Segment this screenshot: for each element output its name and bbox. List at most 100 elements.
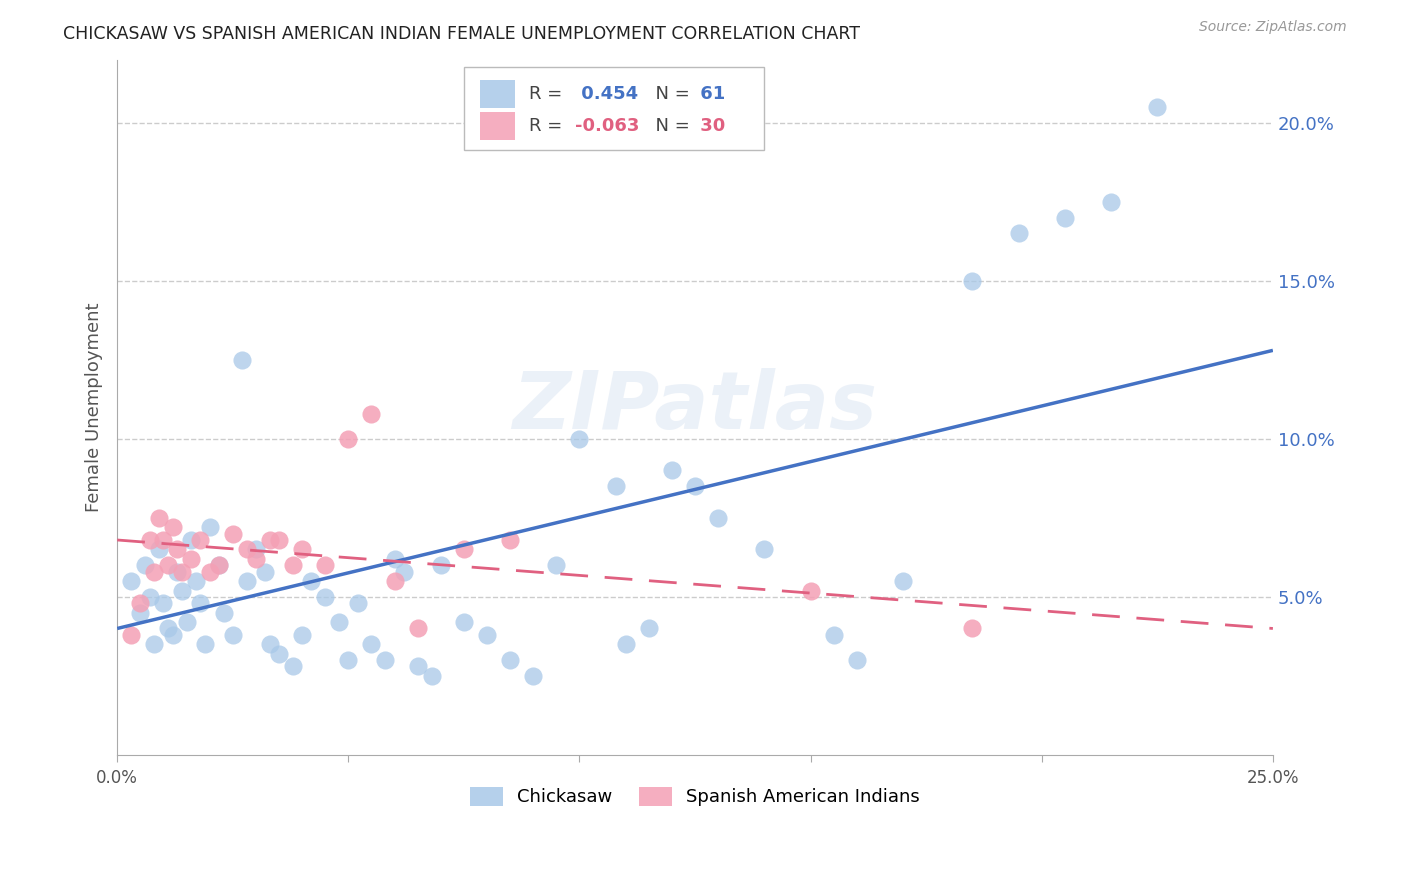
Point — [166, 565, 188, 579]
Point — [267, 533, 290, 547]
Point — [360, 637, 382, 651]
Point — [222, 526, 245, 541]
Point — [235, 542, 257, 557]
Point — [166, 542, 188, 557]
Point — [453, 615, 475, 629]
Point — [637, 622, 659, 636]
Point — [754, 542, 776, 557]
Point — [157, 558, 180, 573]
Point — [176, 615, 198, 629]
Point — [707, 511, 730, 525]
Point — [281, 558, 304, 573]
Point — [208, 558, 231, 573]
Point — [962, 274, 984, 288]
Point — [170, 565, 193, 579]
Point — [475, 628, 498, 642]
Point — [259, 637, 281, 651]
Point — [129, 606, 152, 620]
Point — [245, 552, 267, 566]
Text: -0.063: -0.063 — [575, 118, 640, 136]
Point — [212, 606, 235, 620]
FancyBboxPatch shape — [479, 112, 515, 140]
Point — [499, 533, 522, 547]
FancyBboxPatch shape — [479, 80, 515, 108]
Point — [134, 558, 156, 573]
Text: R =: R = — [529, 118, 568, 136]
Point — [346, 596, 368, 610]
Point — [568, 432, 591, 446]
Point — [281, 659, 304, 673]
Point — [1007, 227, 1029, 241]
Point — [605, 479, 627, 493]
Point — [891, 574, 914, 588]
Point — [384, 574, 406, 588]
Point — [148, 542, 170, 557]
Point — [384, 552, 406, 566]
Point — [162, 520, 184, 534]
Point — [1146, 100, 1168, 114]
Y-axis label: Female Unemployment: Female Unemployment — [86, 302, 103, 512]
Point — [190, 596, 212, 610]
Point — [208, 558, 231, 573]
Point — [138, 533, 160, 547]
Text: N =: N = — [644, 118, 696, 136]
Point — [180, 533, 202, 547]
Point — [392, 565, 415, 579]
Point — [374, 653, 396, 667]
Point — [222, 628, 245, 642]
Point — [453, 542, 475, 557]
Point — [129, 596, 152, 610]
Point — [190, 533, 212, 547]
Point — [800, 583, 823, 598]
Point — [162, 628, 184, 642]
Point — [198, 565, 221, 579]
Text: ZIPatlas: ZIPatlas — [513, 368, 877, 446]
Point — [235, 574, 257, 588]
Point — [406, 622, 429, 636]
Point — [845, 653, 868, 667]
Point — [152, 533, 174, 547]
Point — [259, 533, 281, 547]
Point — [291, 628, 314, 642]
Point — [120, 628, 142, 642]
Point — [823, 628, 845, 642]
Point — [152, 596, 174, 610]
Point — [194, 637, 217, 651]
Point — [254, 565, 277, 579]
Point — [180, 552, 202, 566]
Point — [157, 622, 180, 636]
Point — [614, 637, 637, 651]
Point — [430, 558, 453, 573]
Point — [291, 542, 314, 557]
Point — [546, 558, 568, 573]
Point — [337, 653, 360, 667]
Point — [499, 653, 522, 667]
Text: 30: 30 — [695, 118, 725, 136]
Point — [184, 574, 207, 588]
Text: 0.454: 0.454 — [575, 86, 638, 103]
Point — [198, 520, 221, 534]
Point — [138, 590, 160, 604]
Point — [170, 583, 193, 598]
Point — [328, 615, 350, 629]
Text: R =: R = — [529, 86, 568, 103]
Point — [245, 542, 267, 557]
Point — [406, 659, 429, 673]
Point — [143, 565, 166, 579]
Point — [360, 407, 382, 421]
Point — [420, 669, 443, 683]
Point — [314, 590, 336, 604]
FancyBboxPatch shape — [464, 67, 765, 150]
Point — [299, 574, 322, 588]
Text: 61: 61 — [695, 86, 725, 103]
Point — [1053, 211, 1076, 225]
Point — [120, 574, 142, 588]
Text: Source: ZipAtlas.com: Source: ZipAtlas.com — [1199, 20, 1347, 34]
Point — [231, 352, 253, 367]
Point — [337, 432, 360, 446]
Text: CHICKASAW VS SPANISH AMERICAN INDIAN FEMALE UNEMPLOYMENT CORRELATION CHART: CHICKASAW VS SPANISH AMERICAN INDIAN FEM… — [63, 25, 860, 43]
Point — [267, 647, 290, 661]
Legend: Chickasaw, Spanish American Indians: Chickasaw, Spanish American Indians — [461, 778, 929, 815]
Point — [314, 558, 336, 573]
Point — [683, 479, 706, 493]
